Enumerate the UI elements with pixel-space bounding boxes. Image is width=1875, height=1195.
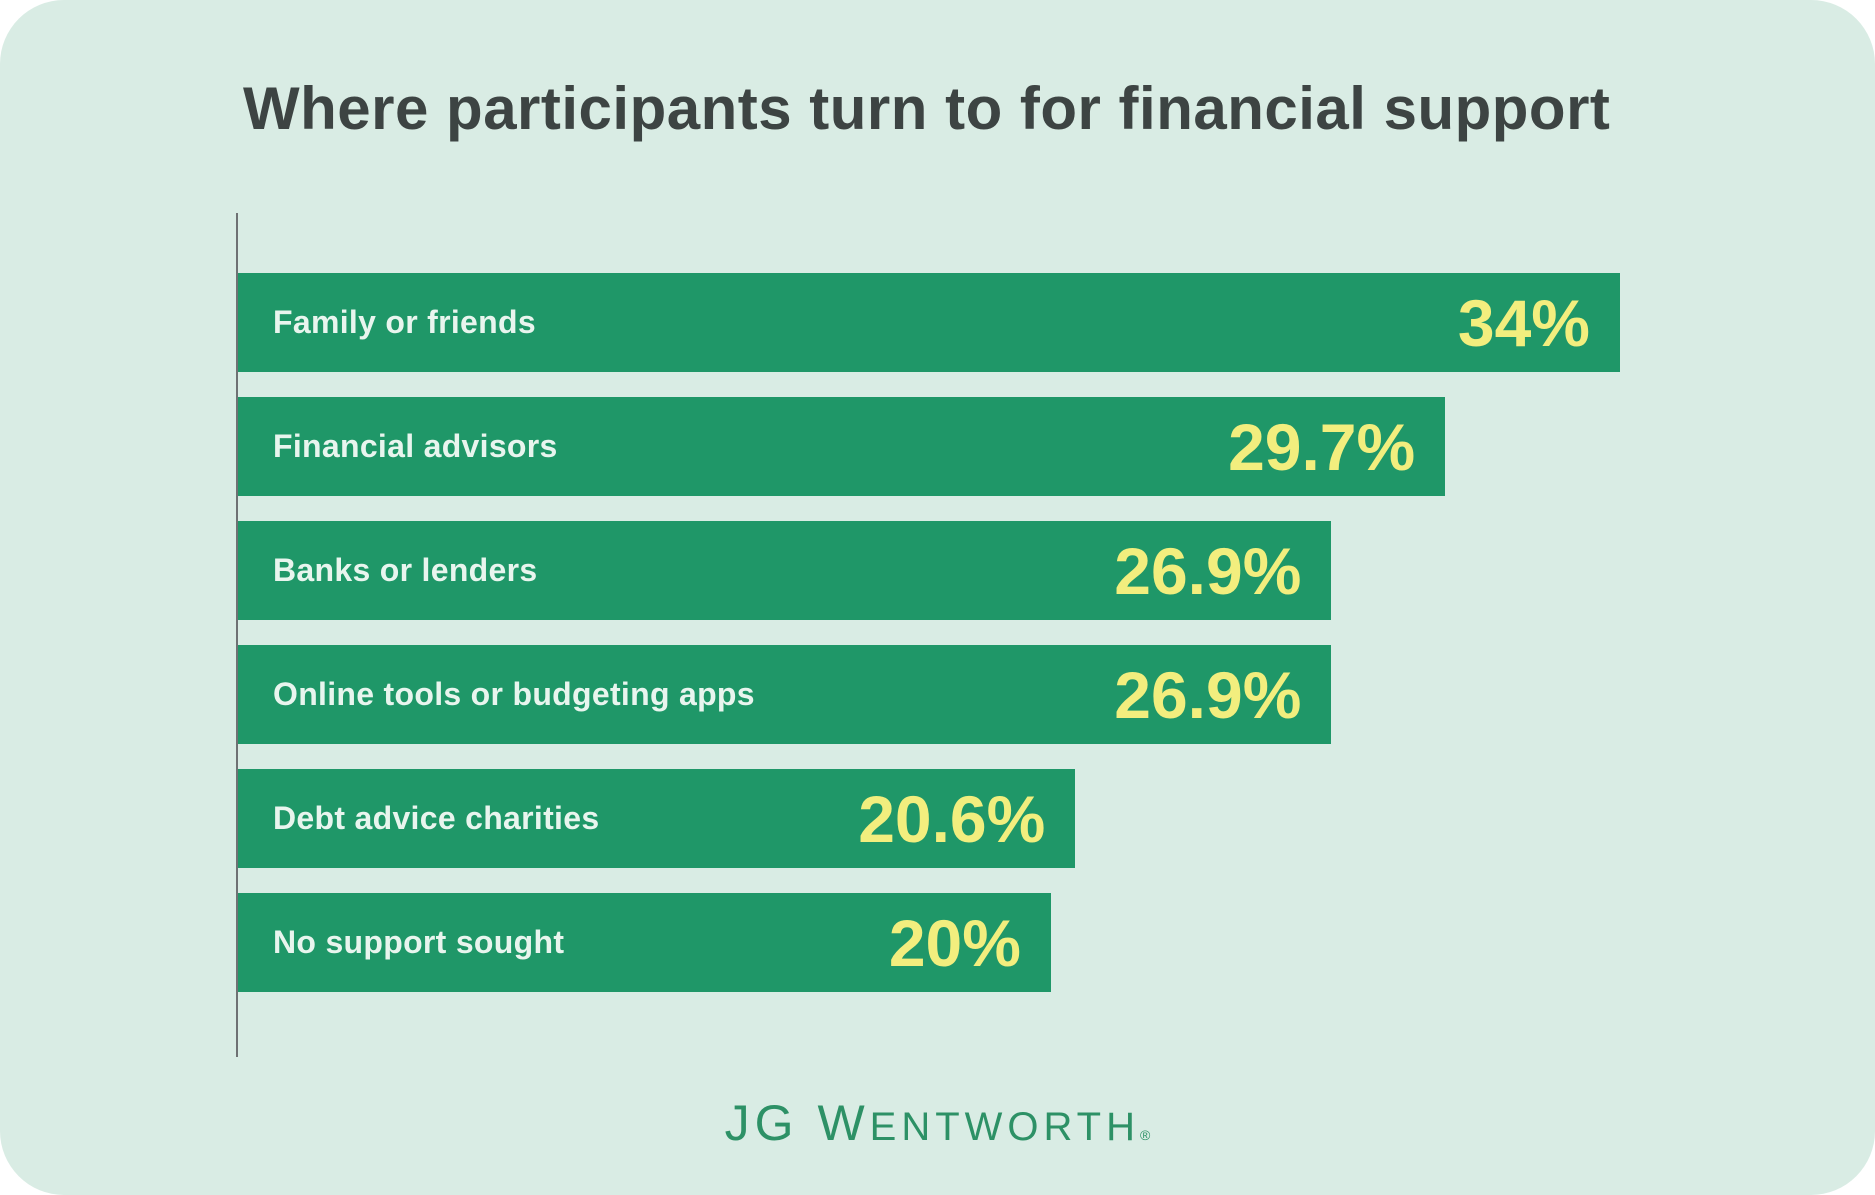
bar-category-label: No support sought	[273, 924, 565, 960]
bar-row: Debt advice charities 20.6%	[238, 769, 1076, 868]
bar-row: Banks or lenders 26.9%	[238, 521, 1332, 620]
bar-value-label: 20.6%	[858, 781, 1046, 856]
bar-category-label: Banks or lenders	[273, 552, 538, 588]
brand-logo-rest: ENTWORTH	[869, 1105, 1140, 1149]
bar-row: Online tools or budgeting apps 26.9%	[238, 645, 1332, 744]
bar-category-label: Family or friends	[273, 304, 536, 340]
bar-chart: Family or friends 34% Financial advisors 29…	[238, 273, 1620, 1017]
chart-title: Where participants turn to for financial…	[243, 75, 1611, 142]
bar-value-label: 20%	[888, 905, 1021, 980]
bar-value-label: 26.9%	[1114, 657, 1302, 732]
brand-logo-lead: JG W	[724, 1095, 870, 1151]
brand-logo: JG WENTWORTH®	[0, 1094, 1875, 1152]
bar-category-label: Financial advisors	[273, 428, 558, 464]
y-axis-line	[236, 213, 238, 1057]
bar-value-label: 26.9%	[1114, 533, 1302, 608]
bar-row: Financial advisors 29.7%	[238, 397, 1446, 496]
registered-trademark-icon: ®	[1140, 1127, 1151, 1143]
bar-category-label: Online tools or budgeting apps	[273, 676, 755, 712]
bar-category-label: Debt advice charities	[273, 800, 600, 836]
bar-row: No support sought 20%	[238, 893, 1051, 992]
bar-value-label: 34%	[1457, 285, 1590, 360]
bar-row: Family or friends 34%	[238, 273, 1620, 372]
bar-value-label: 29.7%	[1228, 409, 1416, 484]
